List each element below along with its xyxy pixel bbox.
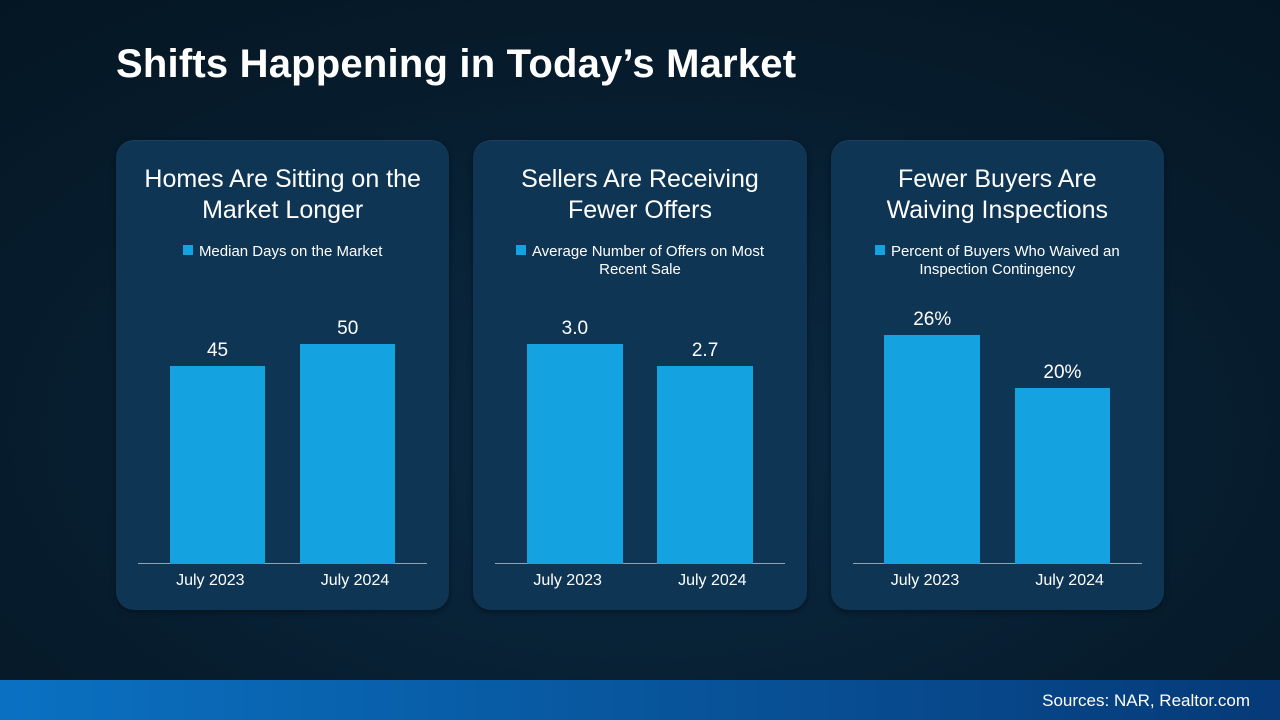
x-label: July 2023 (138, 564, 283, 592)
x-label: July 2023 (495, 564, 640, 592)
bar: 26% (884, 335, 979, 564)
bar: 3.0 (527, 344, 622, 564)
legend-swatch-icon (875, 245, 885, 255)
legend-text: Average Number of Offers on Most Recent … (532, 243, 764, 279)
x-label: July 2024 (640, 564, 785, 592)
chart-area: July 2023July 202426%20% (853, 300, 1142, 592)
panel-title: Homes Are Sitting on the Market Longer (138, 164, 427, 227)
legend: Average Number of Offers on Most Recent … (510, 243, 770, 281)
page-title: Shifts Happening in Today’s Market (116, 42, 796, 87)
legend-text: Median Days on the Market (199, 243, 382, 260)
bar-value-label: 45 (170, 340, 265, 362)
legend-swatch-icon (183, 245, 193, 255)
x-label: July 2024 (997, 564, 1142, 592)
bars: 26% 20% (853, 300, 1142, 564)
bars: 3.0 2.7 (495, 300, 784, 564)
panel-title: Sellers Are Receiving Fewer Offers (495, 164, 784, 227)
legend-swatch-icon (516, 245, 526, 255)
bar: 2.7 (657, 366, 752, 564)
chart-area: July 2023July 20244550 (138, 300, 427, 592)
legend: Median Days on the Market (153, 243, 413, 262)
bar-value-label: 20% (1015, 362, 1110, 384)
bar-value-label: 2.7 (657, 340, 752, 362)
bar-value-label: 3.0 (527, 318, 622, 340)
x-labels: July 2023July 2024 (853, 564, 1142, 592)
panel-2: Fewer Buyers Are Waiving Inspections Perc… (831, 140, 1164, 610)
x-labels: July 2023July 2024 (495, 564, 784, 592)
sources-label: Sources: NAR, Realtor.com (1042, 691, 1250, 711)
bar: 45 (170, 366, 265, 564)
legend: Percent of Buyers Who Waived an Inspecti… (867, 243, 1127, 281)
legend-text: Percent of Buyers Who Waived an Inspecti… (891, 243, 1120, 279)
bars: 4550 (138, 300, 427, 564)
bar: 20% (1015, 388, 1110, 564)
bar: 50 (300, 344, 395, 564)
bar-value-label: 26% (884, 309, 979, 331)
bar-value-label: 50 (300, 318, 395, 340)
panel-1: Sellers Are Receiving Fewer Offers Averag… (473, 140, 806, 610)
panels-row: Homes Are Sitting on the Market Longer Me… (116, 140, 1164, 610)
chart-area: July 2023July 20243.02.7 (495, 300, 784, 592)
x-label: July 2023 (853, 564, 998, 592)
x-labels: July 2023July 2024 (138, 564, 427, 592)
panel-title: Fewer Buyers Are Waiving Inspections (853, 164, 1142, 227)
x-label: July 2024 (283, 564, 428, 592)
panel-0: Homes Are Sitting on the Market Longer Me… (116, 140, 449, 610)
